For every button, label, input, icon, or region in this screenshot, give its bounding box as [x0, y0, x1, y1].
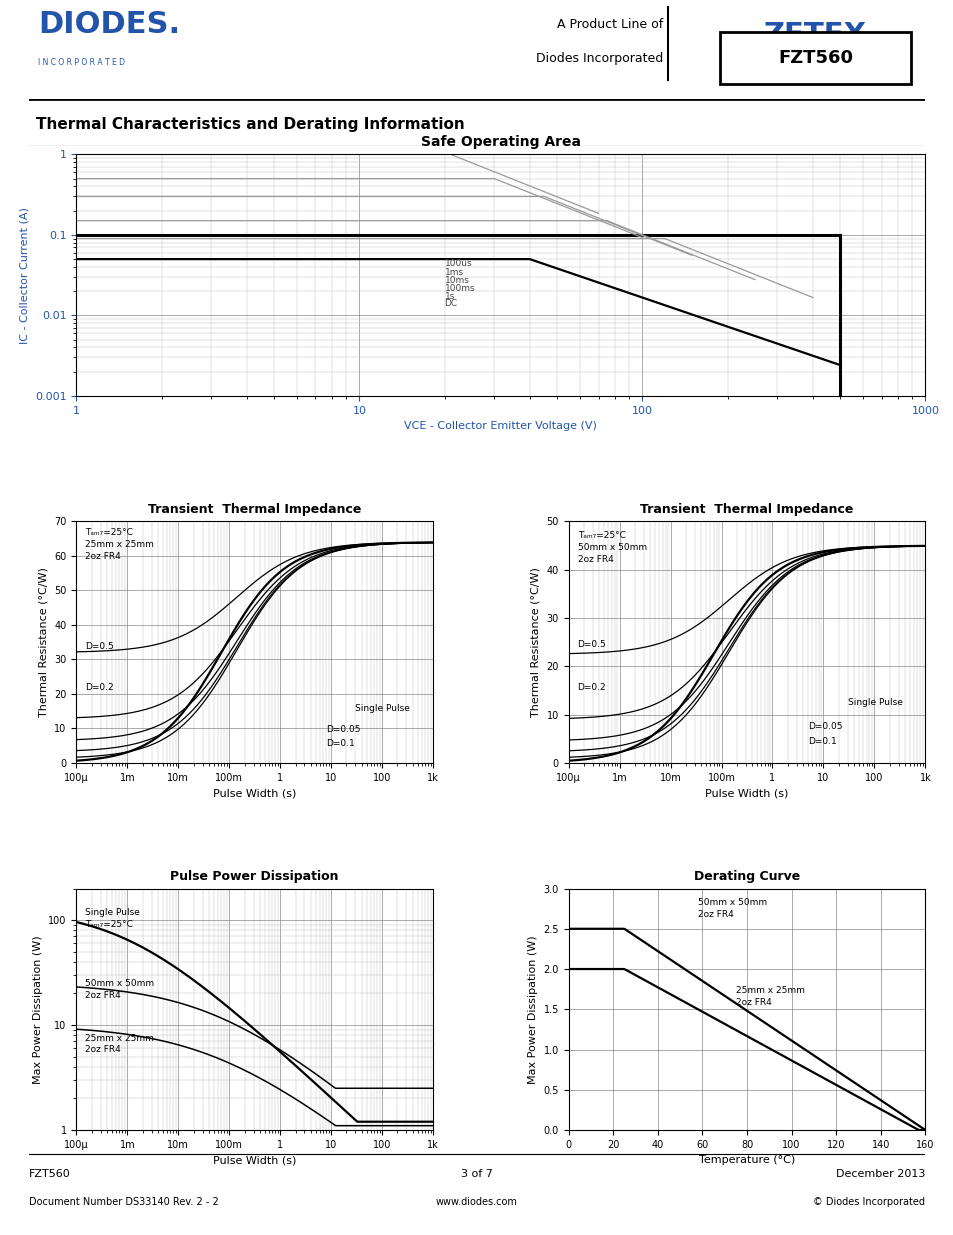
Text: 50mm x 50mm
2oz FR4: 50mm x 50mm 2oz FR4 — [85, 979, 154, 1000]
Title: Transient  Thermal Impedance: Transient Thermal Impedance — [639, 503, 853, 516]
Text: D=0.1: D=0.1 — [326, 739, 355, 747]
Text: www.diodes.com: www.diodes.com — [436, 1197, 517, 1207]
Text: 3 of 7: 3 of 7 — [460, 1170, 493, 1179]
Text: DIODES.: DIODES. — [38, 10, 180, 38]
Text: 50mm x 50mm
2oz FR4: 50mm x 50mm 2oz FR4 — [698, 898, 766, 919]
Text: D=0.2: D=0.2 — [85, 683, 113, 693]
Text: 25mm x 25mm
2oz FR4: 25mm x 25mm 2oz FR4 — [85, 1034, 154, 1055]
Text: D=0.05: D=0.05 — [807, 722, 841, 731]
Text: 1ms: 1ms — [444, 268, 463, 277]
X-axis label: VCE - Collector Emitter Voltage (V): VCE - Collector Emitter Voltage (V) — [404, 421, 597, 431]
Text: Single Pulse
Tₐₘ₇=25°C: Single Pulse Tₐₘ₇=25°C — [85, 908, 140, 929]
Text: Document Number DS33140 Rev. 2 - 2: Document Number DS33140 Rev. 2 - 2 — [29, 1197, 218, 1207]
Title: Transient  Thermal Impedance: Transient Thermal Impedance — [148, 503, 361, 516]
Text: D=0.05: D=0.05 — [326, 725, 360, 734]
Text: 100ms: 100ms — [444, 284, 475, 293]
Single Pulse — [133, 740, 145, 755]
Single Pulse — [309, 546, 320, 561]
X-axis label: Pulse Width (s): Pulse Width (s) — [213, 788, 296, 798]
Text: 10ms: 10ms — [444, 277, 469, 285]
Single Pulse — [427, 535, 438, 550]
Text: Single Pulse: Single Pulse — [847, 698, 902, 706]
Text: D=0.1: D=0.1 — [807, 736, 836, 746]
Text: A Product Line of: A Product Line of — [557, 17, 662, 31]
Text: 1s: 1s — [444, 291, 455, 301]
Text: ZETEX: ZETEX — [763, 21, 866, 48]
Text: D=0.5: D=0.5 — [85, 642, 114, 651]
Single Pulse — [232, 618, 243, 632]
Text: D=0.2: D=0.2 — [577, 683, 605, 693]
Y-axis label: Thermal Resistance (°C/W): Thermal Resistance (°C/W) — [39, 567, 49, 718]
Text: Tₐₘ₇=25°C
25mm x 25mm
2oz FR4: Tₐₘ₇=25°C 25mm x 25mm 2oz FR4 — [85, 529, 154, 561]
X-axis label: Pulse Width (s): Pulse Width (s) — [704, 788, 788, 798]
Single Pulse — [162, 721, 173, 736]
Text: © Diodes Incorporated: © Diodes Incorporated — [813, 1197, 924, 1207]
Text: Diodes Incorporated: Diodes Incorporated — [536, 52, 662, 65]
Single Pulse — [280, 559, 292, 574]
Text: Single Pulse: Single Pulse — [355, 704, 410, 713]
X-axis label: Pulse Width (s): Pulse Width (s) — [213, 1155, 296, 1166]
X-axis label: Temperature (°C): Temperature (°C) — [699, 1155, 794, 1166]
Y-axis label: IC - Collector Current (A): IC - Collector Current (A) — [19, 206, 30, 343]
Text: 100us: 100us — [444, 259, 472, 268]
Title: Safe Operating Area: Safe Operating Area — [420, 135, 580, 149]
Y-axis label: Thermal Resistance (°C/W): Thermal Resistance (°C/W) — [531, 567, 540, 718]
Title: Pulse Power Dissipation: Pulse Power Dissipation — [171, 871, 338, 883]
Text: I N C O R P O R A T E D: I N C O R P O R A T E D — [38, 58, 125, 67]
Text: FZT560: FZT560 — [29, 1170, 71, 1179]
Text: 25mm x 25mm
2oz FR4: 25mm x 25mm 2oz FR4 — [735, 987, 804, 1008]
Single Pulse — [339, 540, 351, 555]
Text: Tₐₘ₇=25°C
50mm x 50mm
2oz FR4: Tₐₘ₇=25°C 50mm x 50mm 2oz FR4 — [577, 531, 646, 563]
Text: DC: DC — [444, 299, 457, 309]
Title: Derating Curve: Derating Curve — [693, 871, 800, 883]
Line: Single Pulse: Single Pulse — [76, 542, 433, 761]
Text: Thermal Characteristics and Derating Information: Thermal Characteristics and Derating Inf… — [36, 117, 464, 132]
Text: December 2013: December 2013 — [835, 1170, 924, 1179]
Text: D=0.5: D=0.5 — [577, 640, 606, 650]
Single Pulse — [71, 753, 82, 768]
Y-axis label: Max Power Dissipation (W): Max Power Dissipation (W) — [527, 935, 537, 1083]
Text: FZT560: FZT560 — [778, 49, 852, 67]
Y-axis label: Max Power Dissipation (W): Max Power Dissipation (W) — [32, 935, 43, 1083]
